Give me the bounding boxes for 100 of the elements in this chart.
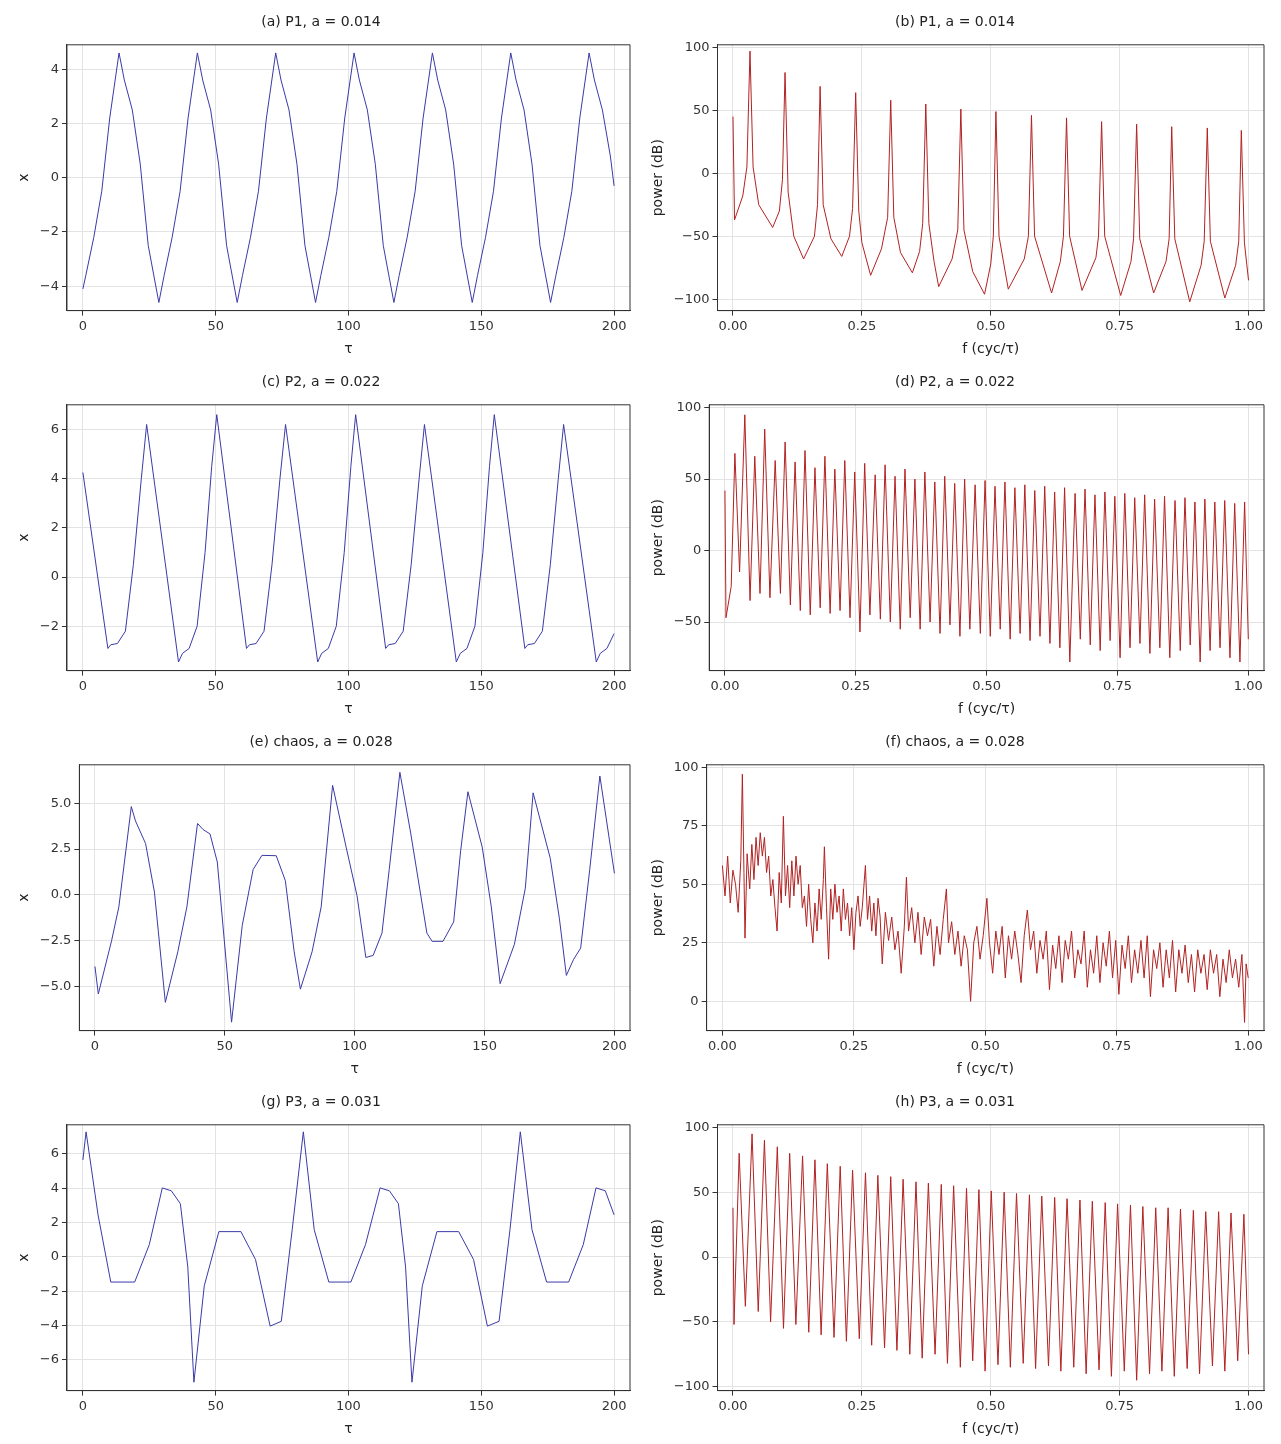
x-tick-label: 0: [78, 317, 88, 333]
chart-title: (g) P3, a = 0.031: [261, 1093, 381, 1110]
x-tick-label: 200: [601, 1397, 627, 1413]
y-tick-label: 50: [684, 470, 702, 486]
x-tick-label: 0: [78, 677, 88, 693]
y-tick-label: −2.5: [39, 932, 72, 948]
y-tick-label: −100: [673, 290, 710, 306]
y-tick-label: −4: [39, 1316, 59, 1332]
y-tick-label: 0: [50, 1248, 59, 1264]
y-tick-label: 0: [690, 992, 699, 1008]
y-tick-label: 0: [701, 1248, 710, 1264]
y-axis-title: x: [15, 173, 32, 182]
y-tick-label: 50: [692, 1183, 710, 1199]
y-tick-label: 0: [50, 169, 59, 185]
y-tick-label: 2: [50, 114, 59, 130]
y-tick-label: 6: [50, 420, 59, 436]
x-axis-title: τ: [344, 1420, 353, 1437]
x-tick-label: 100: [336, 677, 361, 693]
y-tick-label: 4: [50, 1179, 59, 1195]
y-tick-label: 50: [682, 875, 699, 891]
x-tick-label: 0.00: [718, 317, 748, 333]
y-axis-title: power (dB): [649, 499, 666, 577]
x-tick-label: 1.00: [1233, 677, 1263, 693]
x-tick-label: 150: [472, 1037, 497, 1053]
y-tick-label: 100: [684, 1118, 710, 1134]
x-axis-title: τ: [350, 1060, 359, 1077]
x-tick-label: 0.75: [1105, 1397, 1135, 1413]
y-tick-label: 4: [50, 470, 59, 486]
x-tick-label: 100: [342, 1037, 368, 1053]
y-axis-title: x: [15, 893, 32, 902]
chart-title: (c) P2, a = 0.022: [261, 373, 381, 390]
y-tick-label: −50: [682, 227, 710, 243]
x-axis-title: f (cyc/τ): [958, 700, 1016, 717]
x-tick-label: 0.75: [1105, 317, 1135, 333]
x-tick-label: 0.25: [841, 677, 871, 693]
y-tick-label: 0: [50, 568, 59, 584]
x-axis-title: τ: [344, 340, 353, 357]
chart-title: (b) P1, a = 0.014: [895, 13, 1015, 30]
y-tick-label: 2: [50, 519, 59, 535]
x-tick-label: 1.00: [1234, 317, 1264, 333]
chart-title: (h) P3, a = 0.031: [895, 1093, 1015, 1110]
y-axis-title: x: [15, 533, 32, 542]
x-tick-label: 0.75: [1102, 677, 1132, 693]
x-tick-label: 200: [602, 1037, 627, 1053]
x-tick-label: 0.75: [1102, 1037, 1132, 1053]
y-tick-label: 100: [684, 38, 710, 54]
y-axis-title: x: [15, 1253, 32, 1262]
y-tick-label: 5.0: [50, 794, 72, 810]
y-axis-title: power (dB): [649, 139, 666, 217]
x-axis-title: f (cyc/τ): [962, 1420, 1020, 1437]
x-tick-label: 200: [601, 317, 627, 333]
x-tick-label: 50: [207, 1397, 224, 1413]
y-tick-label: 4: [50, 60, 59, 76]
x-tick-label: 100: [336, 317, 361, 333]
x-tick-label: 150: [468, 677, 494, 693]
x-axis-title: f (cyc/τ): [956, 1060, 1014, 1077]
x-tick-label: 0.25: [839, 1037, 869, 1053]
x-tick-label: 50: [207, 317, 224, 333]
y-tick-label: 100: [676, 399, 702, 415]
x-tick-label: 0.25: [847, 317, 877, 333]
y-tick-label: −100: [673, 1378, 710, 1394]
y-tick-label: 2: [50, 1213, 59, 1229]
y-tick-label: −2: [39, 1282, 59, 1298]
y-tick-label: 0: [692, 541, 702, 557]
x-tick-label: 1.00: [1233, 1037, 1263, 1053]
x-axis-title: τ: [344, 700, 353, 717]
x-tick-label: 200: [601, 677, 627, 693]
y-tick-label: 6: [50, 1145, 59, 1161]
chart-title: (f) chaos, a = 0.028: [885, 733, 1025, 750]
x-tick-label: 50: [207, 677, 224, 693]
x-tick-label: 150: [468, 1397, 494, 1413]
x-tick-label: 100: [336, 1397, 361, 1413]
y-tick-label: 2.5: [50, 840, 72, 856]
x-tick-label: 1.00: [1234, 1397, 1264, 1413]
y-axis-title: power (dB): [649, 859, 666, 937]
x-tick-label: 0.25: [847, 1397, 877, 1413]
x-tick-label: 0.50: [970, 1037, 1000, 1053]
y-tick-label: −6: [39, 1351, 59, 1367]
y-axis-title: power (dB): [649, 1219, 666, 1297]
x-tick-label: 0.50: [976, 1397, 1006, 1413]
y-tick-label: 0: [701, 164, 710, 180]
x-tick-label: 50: [216, 1037, 234, 1053]
chart-title: (a) P1, a = 0.014: [261, 13, 381, 30]
x-tick-label: 0: [78, 1397, 88, 1413]
y-tick-label: −5.0: [39, 977, 72, 993]
y-tick-label: −2: [39, 617, 59, 633]
x-axis-title: f (cyc/τ): [962, 340, 1020, 357]
chart-title: (e) chaos, a = 0.028: [249, 733, 393, 750]
y-tick-label: −2: [39, 223, 59, 239]
y-tick-label: 100: [673, 758, 699, 774]
x-tick-label: 0: [90, 1037, 100, 1053]
y-tick-label: −4: [39, 277, 59, 293]
y-tick-label: 50: [692, 101, 710, 117]
chart-title: (d) P2, a = 0.022: [895, 373, 1015, 390]
x-tick-label: 150: [468, 317, 494, 333]
x-tick-label: 0.00: [710, 677, 740, 693]
x-tick-label: 0.00: [707, 1037, 737, 1053]
y-tick-label: 75: [682, 817, 699, 833]
x-tick-label: 0.50: [976, 317, 1006, 333]
y-tick-label: −50: [673, 613, 702, 629]
